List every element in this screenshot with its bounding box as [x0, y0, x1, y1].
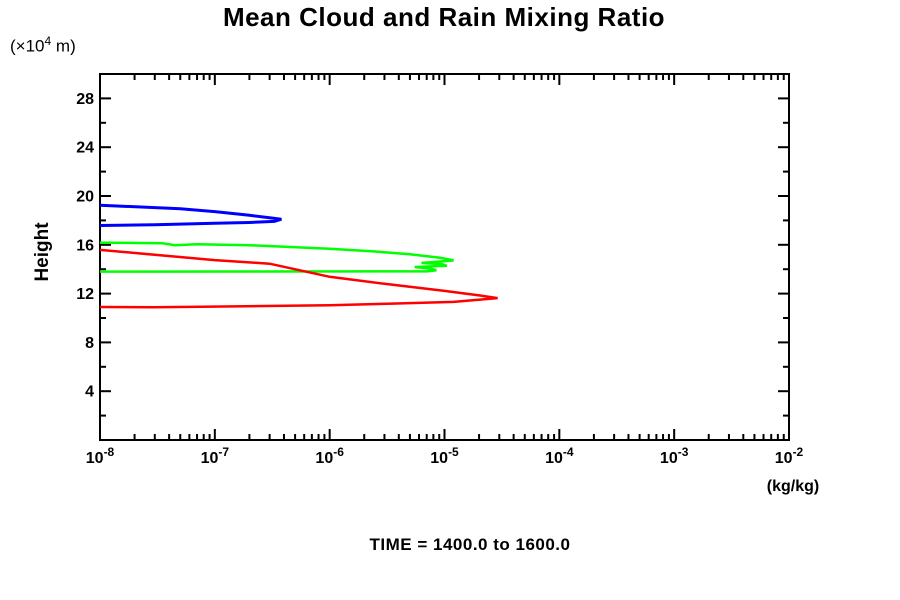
y-unit-suffix: m)	[51, 36, 76, 56]
y-tick-label: 12	[76, 286, 94, 303]
x-tick-label: 10-4	[545, 445, 574, 467]
x-tick-label: 10-7	[201, 445, 230, 467]
x-tick-label: 10-2	[775, 445, 804, 467]
x-tick-label: 10-8	[86, 445, 115, 467]
y-tick-label: 28	[76, 91, 94, 108]
curve-green	[99, 241, 454, 273]
chart-title: Mean Cloud and Rain Mixing Ratio	[222, 2, 666, 32]
curve-red	[99, 248, 498, 309]
y-tick-label: 24	[76, 140, 94, 157]
y-tick-label: 20	[76, 189, 94, 206]
time-annotation: TIME = 1400.0 to 1600.0	[369, 535, 571, 554]
x-tick-label: 10-6	[315, 445, 344, 467]
curve-blue	[99, 203, 282, 227]
y-unit-exponent: 4	[44, 34, 52, 48]
x-tick-label: 10-5	[430, 445, 459, 467]
y-tick-label: 4	[85, 384, 94, 401]
y-tick-label: 8	[85, 335, 94, 352]
y-axis-unit-label: (×104 m)	[10, 34, 76, 57]
x-axis-unit-label: (kg/kg)	[766, 478, 820, 495]
plot-frame	[99, 73, 790, 441]
y-tick-label: 16	[76, 237, 94, 254]
y-unit-prefix: (×10	[10, 36, 45, 56]
x-tick-label: 10-3	[660, 445, 689, 467]
